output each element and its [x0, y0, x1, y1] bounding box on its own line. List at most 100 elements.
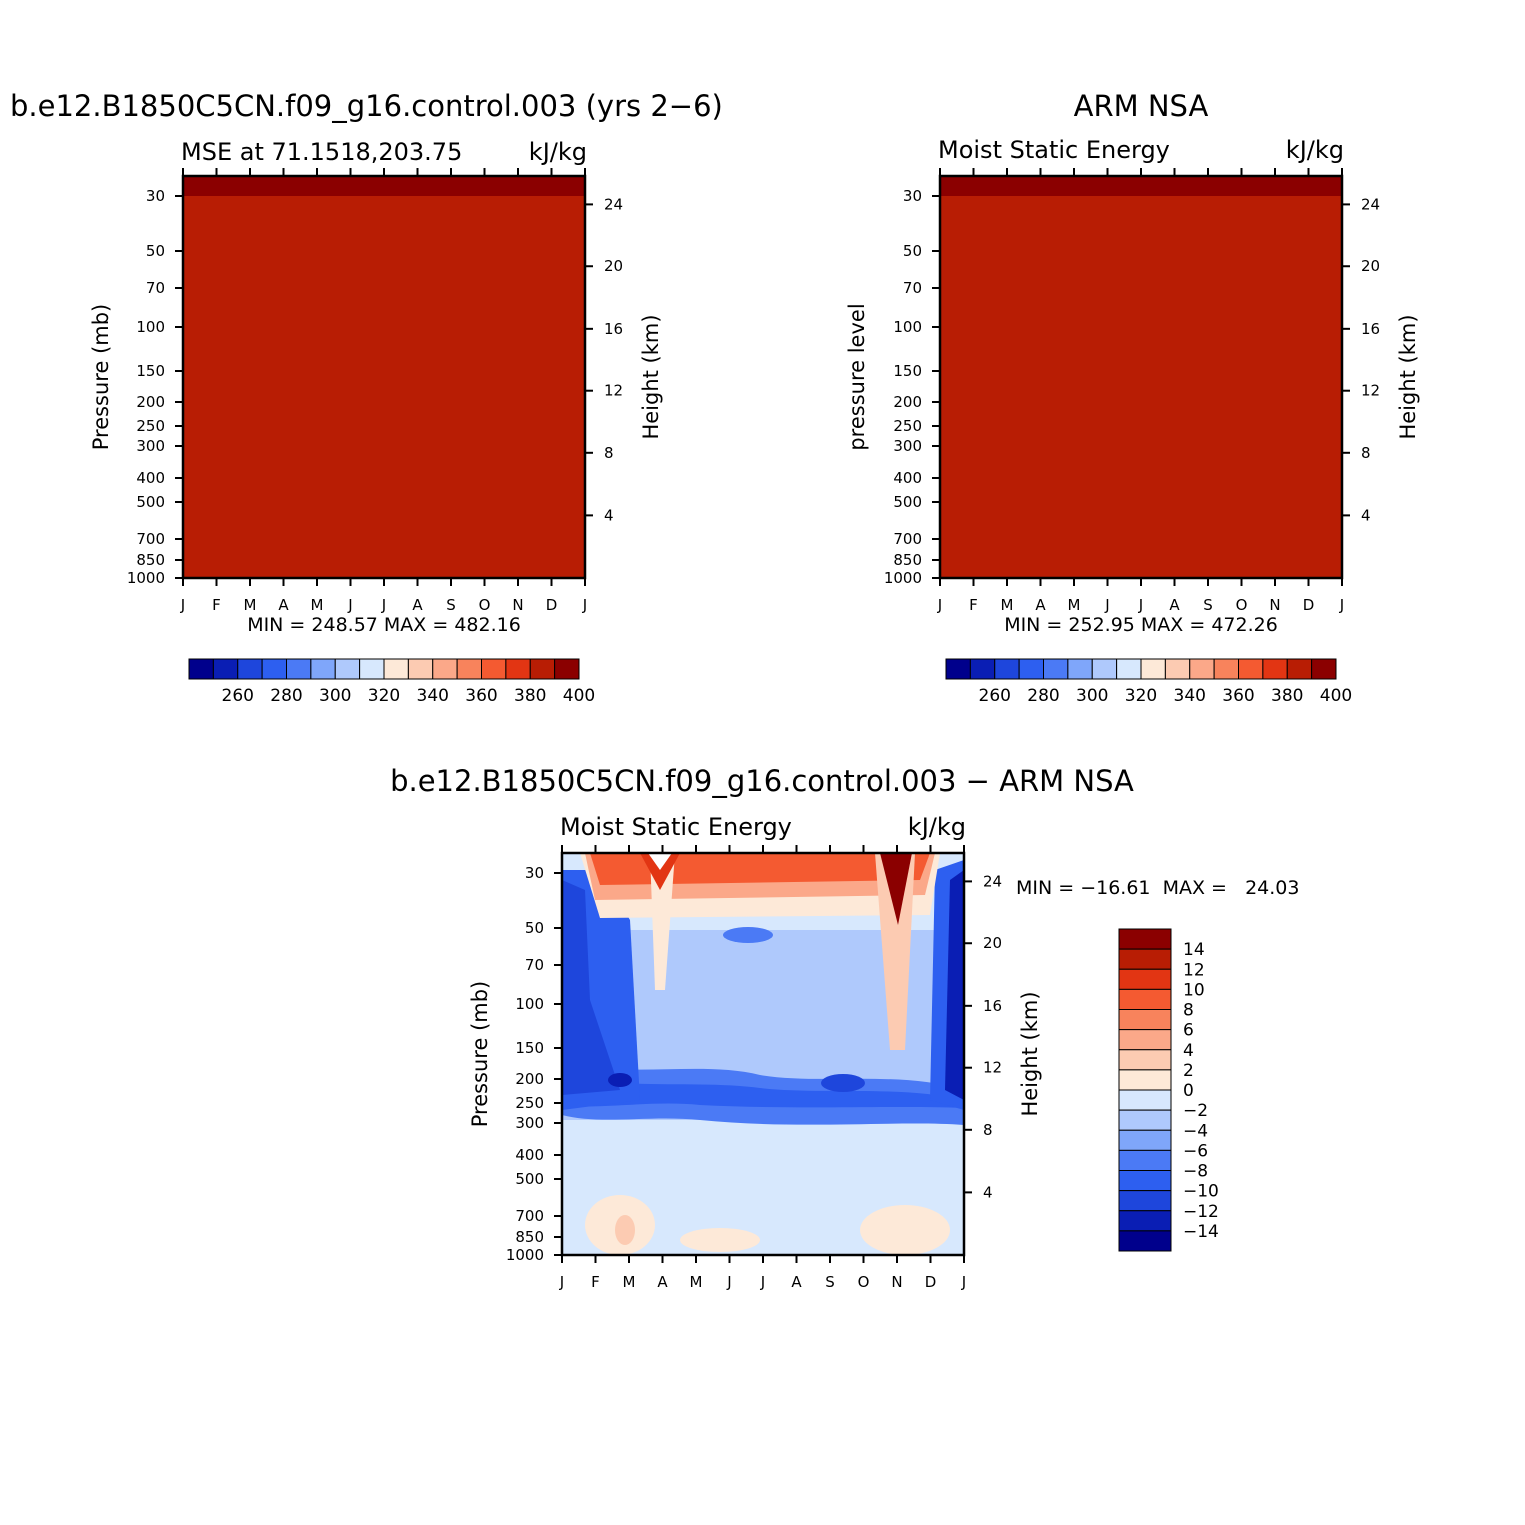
month-tick-label: S: [1203, 596, 1213, 614]
pressure-tick-label: 400: [893, 469, 922, 487]
panel-obs-ylabel: pressure level: [845, 303, 869, 450]
panel-model-subtitle-left: MSE at 71.1518,203.75: [181, 138, 462, 166]
pressure-tick-label: 500: [136, 493, 165, 511]
height-tick-label: 20: [983, 934, 1002, 952]
pressure-tick-label: 50: [525, 919, 544, 937]
panel-model-title: b.e12.B1850C5CN.f09_g16.control.003 (yrs…: [10, 89, 723, 123]
pressure-tick-label: 300: [136, 437, 165, 455]
colorbar-label: 300: [319, 686, 351, 706]
panel-diff-units: kJ/kg: [908, 813, 966, 841]
colorbar-box: [1118, 928, 1172, 950]
contour-band: [860, 1205, 950, 1255]
panel-obs-units: kJ/kg: [1286, 136, 1344, 164]
contour-band: [875, 853, 915, 1050]
height-tick-label: 24: [604, 195, 623, 213]
panel-diff-title: b.e12.B1850C5CN.f09_g16.control.003 − AR…: [390, 764, 1134, 798]
month-tick-label: F: [212, 596, 221, 614]
colorbar-box: [456, 658, 482, 680]
pressure-tick-label: 30: [903, 187, 922, 205]
pressure-tick-label: 300: [515, 1114, 544, 1132]
month-tick-label: M: [623, 1273, 636, 1291]
pressure-tick-label: 400: [515, 1146, 544, 1164]
pressure-tick-label: 150: [136, 362, 165, 380]
colorbar-box: [261, 658, 287, 680]
contour-band: [640, 853, 680, 890]
colorbar-box: [286, 658, 312, 680]
pressure-tick-label: 70: [146, 279, 165, 297]
colorbar-box: [212, 658, 239, 680]
pressure-tick-label: 700: [136, 530, 165, 548]
height-tick-label: 8: [983, 1121, 993, 1139]
pressure-tick-label: 400: [136, 469, 165, 487]
height-tick-label: 16: [604, 320, 623, 338]
colorbar-box: [1213, 658, 1239, 680]
colorbar-box: [1118, 1129, 1172, 1151]
colorbar-label: −14: [1183, 1222, 1219, 1242]
colorbar-label: −12: [1183, 1202, 1219, 1222]
colorbar-box: [505, 658, 531, 680]
contour-band: [880, 853, 912, 925]
colorbar-box: [1311, 658, 1337, 680]
month-tick-label: M: [244, 596, 257, 614]
colorbar-box: [1262, 658, 1288, 680]
pressure-tick-label: 200: [893, 393, 922, 411]
month-tick-label: D: [1303, 596, 1315, 614]
colorbar-box: [383, 658, 409, 680]
pressure-tick-label: 1000: [127, 569, 165, 587]
colorbar-box: [407, 658, 434, 680]
month-tick-label: A: [412, 596, 423, 614]
contour-band: [648, 853, 672, 870]
pressure-tick-label: 700: [515, 1207, 544, 1225]
colorbar-box: [1118, 1069, 1172, 1091]
colorbar-box: [1140, 658, 1166, 680]
month-tick-label: A: [1035, 596, 1046, 614]
contour-band: [562, 880, 620, 1095]
colorbar-box: [188, 658, 214, 680]
month-tick-label: N: [891, 1273, 902, 1291]
pressure-tick-label: 250: [893, 417, 922, 435]
colorbar-box: [237, 658, 263, 680]
month-tick-label: J: [582, 596, 587, 614]
panel-obs-colorbar: 260 280 300 320 340 360 380 400: [945, 658, 1352, 706]
month-tick-label: J: [1339, 596, 1344, 614]
colorbar-box: [1118, 988, 1172, 1010]
height-tick-label: 16: [983, 997, 1002, 1015]
month-tick-label: J: [347, 596, 352, 614]
height-tick-label: 8: [604, 444, 614, 462]
height-tick-label: 20: [604, 257, 623, 275]
pressure-tick-label: 250: [136, 417, 165, 435]
colorbar-box: [945, 658, 971, 680]
month-tick-label: M: [311, 596, 324, 614]
height-tick-label: 4: [1361, 506, 1371, 524]
pressure-tick-label: 1000: [884, 569, 922, 587]
colorbar-box: [1189, 658, 1215, 680]
month-tick-label: A: [278, 596, 289, 614]
colorbar-box: [1118, 948, 1172, 970]
month-tick-label: N: [1269, 596, 1280, 614]
month-tick-label: S: [825, 1273, 835, 1291]
colorbar-label: 400: [1320, 686, 1352, 706]
colorbar-box: [359, 658, 385, 680]
pressure-tick-label: 850: [136, 551, 165, 569]
panel-model-axes: J F M A M J J A S O N D J 30 50 70 100 150 200 250 300 400 500…: [127, 168, 623, 614]
colorbar-label: 14: [1183, 940, 1205, 960]
month-tick-label: O: [858, 1273, 870, 1291]
month-tick-label: J: [760, 1273, 765, 1291]
colorbar-box: [1118, 1190, 1172, 1212]
panel-obs-contours: [940, 176, 1342, 579]
panel-diff-contours: [562, 853, 964, 1255]
panel-diff-stats: MIN = −16.61 MAX = 24.03: [1016, 877, 1299, 899]
month-tick-label: J: [937, 596, 942, 614]
month-tick-label: M: [1068, 596, 1081, 614]
pressure-tick-label: 700: [893, 530, 922, 548]
contour-band: [183, 196, 585, 578]
pressure-tick-label: 50: [146, 242, 165, 260]
month-tick-label: D: [925, 1273, 937, 1291]
colorbar-box: [1118, 1089, 1172, 1111]
pressure-tick-label: 100: [893, 318, 922, 336]
colorbar-box: [1118, 1170, 1172, 1192]
height-tick-label: 4: [983, 1183, 993, 1201]
panel-diff-subtitle-left: Moist Static Energy: [560, 813, 792, 841]
panel-model-colorbar: 260 280 300 320 340 360 380 400: [188, 658, 595, 706]
panel-model-contours: [183, 176, 585, 578]
